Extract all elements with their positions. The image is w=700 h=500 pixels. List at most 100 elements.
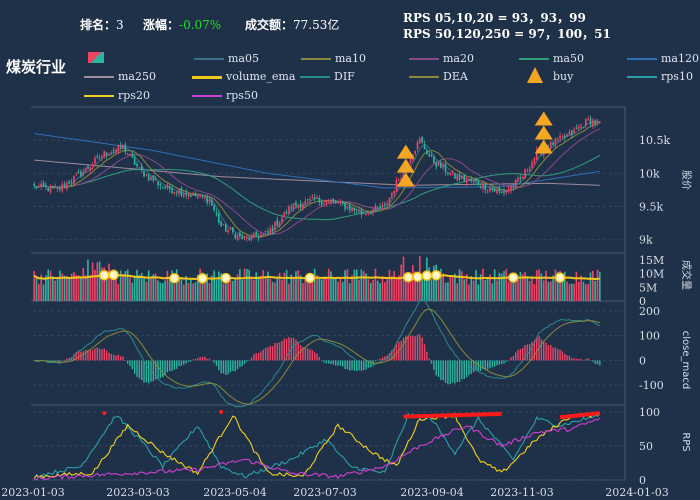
candle-body bbox=[271, 227, 274, 232]
volume-bar bbox=[299, 275, 302, 301]
legend-swatch-volume_ema bbox=[192, 76, 222, 79]
candle-body bbox=[351, 207, 353, 212]
legend-item-rps50[interactable]: rps50 bbox=[192, 89, 258, 102]
macd-hist-bar bbox=[232, 360, 234, 371]
volume-bar bbox=[491, 283, 494, 301]
volume-bar bbox=[542, 280, 545, 301]
legend-item-ma50[interactable]: ma50 bbox=[519, 52, 584, 65]
candle-body bbox=[178, 189, 180, 194]
macd-hist-bar bbox=[187, 360, 190, 363]
legend-item-volume_ema[interactable]: volume_ema bbox=[192, 70, 295, 83]
macd-hist-bar bbox=[136, 360, 138, 377]
volume-bar bbox=[552, 275, 554, 301]
volume-bar bbox=[475, 270, 477, 301]
volume-bar bbox=[486, 277, 489, 301]
volume-bar bbox=[171, 270, 173, 301]
x-tick-label: 2023-03-03 bbox=[106, 486, 169, 499]
volume-bar bbox=[318, 278, 321, 301]
macd-hist-bar bbox=[229, 360, 232, 373]
candle-body bbox=[94, 158, 96, 164]
candle-body bbox=[348, 204, 351, 211]
candle-body bbox=[257, 236, 260, 239]
volume-bars-group bbox=[33, 256, 601, 301]
macd-hist-bar bbox=[52, 360, 54, 362]
volume-bar bbox=[458, 269, 461, 301]
price-axis-label: 股价 bbox=[680, 170, 692, 190]
volume-bar bbox=[103, 267, 106, 301]
volume-bar bbox=[234, 278, 237, 301]
macd-tick-label: 0 bbox=[639, 354, 646, 367]
candle-body bbox=[554, 138, 557, 145]
volume-bar bbox=[143, 277, 145, 301]
macd-hist-bar bbox=[169, 360, 171, 372]
volume-bar bbox=[323, 276, 325, 301]
legend-item-buy[interactable]: buy bbox=[527, 67, 573, 83]
candle-body bbox=[73, 176, 75, 184]
candle-body bbox=[531, 161, 533, 168]
candle-body bbox=[582, 127, 585, 129]
legend-item-rps20[interactable]: rps20 bbox=[84, 89, 150, 102]
macd-hist-bar bbox=[482, 360, 484, 369]
candle-body bbox=[568, 131, 571, 136]
volume-bar bbox=[388, 269, 391, 301]
macd-hist-bar bbox=[183, 360, 185, 365]
macd-hist-bar bbox=[370, 360, 372, 368]
macd-hist-bar bbox=[451, 360, 454, 383]
macd-hist-bar bbox=[472, 360, 475, 373]
legend-item-ma10[interactable]: ma10 bbox=[301, 52, 366, 65]
legend-item-ma120[interactable]: ma120 bbox=[627, 52, 699, 65]
candle-body bbox=[510, 185, 512, 191]
volume-bar bbox=[512, 276, 515, 301]
volume-bar bbox=[479, 274, 482, 301]
macd-hist-bar bbox=[199, 357, 201, 361]
candle-body bbox=[33, 183, 35, 186]
macd-hist-bar bbox=[440, 360, 442, 381]
legend-item-ma05[interactable]: ma05 bbox=[194, 52, 259, 65]
macd-hist-bar bbox=[98, 348, 101, 361]
candle-body bbox=[498, 187, 501, 192]
volume-bar bbox=[313, 268, 316, 301]
candle-body bbox=[339, 200, 342, 204]
macd-hist-bar bbox=[489, 360, 491, 369]
candle-body bbox=[493, 188, 496, 192]
volume-bar bbox=[80, 276, 82, 301]
candle-body bbox=[552, 142, 554, 146]
macd-hist-bar bbox=[514, 352, 517, 361]
volume-bar bbox=[531, 277, 533, 301]
volume-bar bbox=[302, 283, 304, 301]
macd-hist-bar bbox=[503, 360, 505, 364]
candle-body bbox=[433, 156, 435, 164]
rps-tick-label: 0 bbox=[639, 474, 646, 487]
macd-hist-bar bbox=[105, 350, 108, 361]
macd-hist-bar bbox=[519, 349, 522, 361]
macd-hist-bar bbox=[493, 360, 496, 367]
volume-bar bbox=[556, 271, 559, 301]
legend-item-ma20[interactable]: ma20 bbox=[409, 52, 474, 65]
volume-marker bbox=[304, 272, 316, 284]
legend-item-rps10[interactable]: rps10 bbox=[627, 70, 693, 83]
volume-bar bbox=[589, 272, 592, 301]
volume-bar bbox=[236, 274, 239, 301]
legend-item-ma250[interactable]: ma250 bbox=[84, 70, 156, 83]
legend-item-dea[interactable]: DEA bbox=[409, 70, 468, 83]
macd-hist-bar bbox=[545, 342, 547, 361]
candle-body bbox=[154, 179, 157, 181]
volume-bar bbox=[126, 269, 129, 301]
macd-hist-bar bbox=[306, 348, 309, 361]
candle-body bbox=[526, 170, 529, 172]
macd-hist-bar bbox=[442, 360, 444, 381]
legend-swatch-dif bbox=[300, 76, 330, 78]
legend-item-dif[interactable]: DIF bbox=[300, 70, 355, 83]
macd-hist-bar bbox=[126, 360, 129, 364]
macd-hist-bar bbox=[59, 360, 61, 363]
volume-tick-label: 10M bbox=[639, 268, 664, 281]
volume-bar bbox=[330, 271, 332, 301]
candle-body bbox=[587, 118, 589, 120]
macd-hist-bar bbox=[337, 360, 339, 366]
macd-hist-bar bbox=[96, 347, 98, 361]
candle-body bbox=[346, 206, 349, 208]
legend-swatch-ma120 bbox=[627, 58, 657, 60]
macd-hist-bar bbox=[510, 357, 512, 361]
candle-body bbox=[47, 188, 50, 192]
candle-body bbox=[484, 184, 487, 191]
